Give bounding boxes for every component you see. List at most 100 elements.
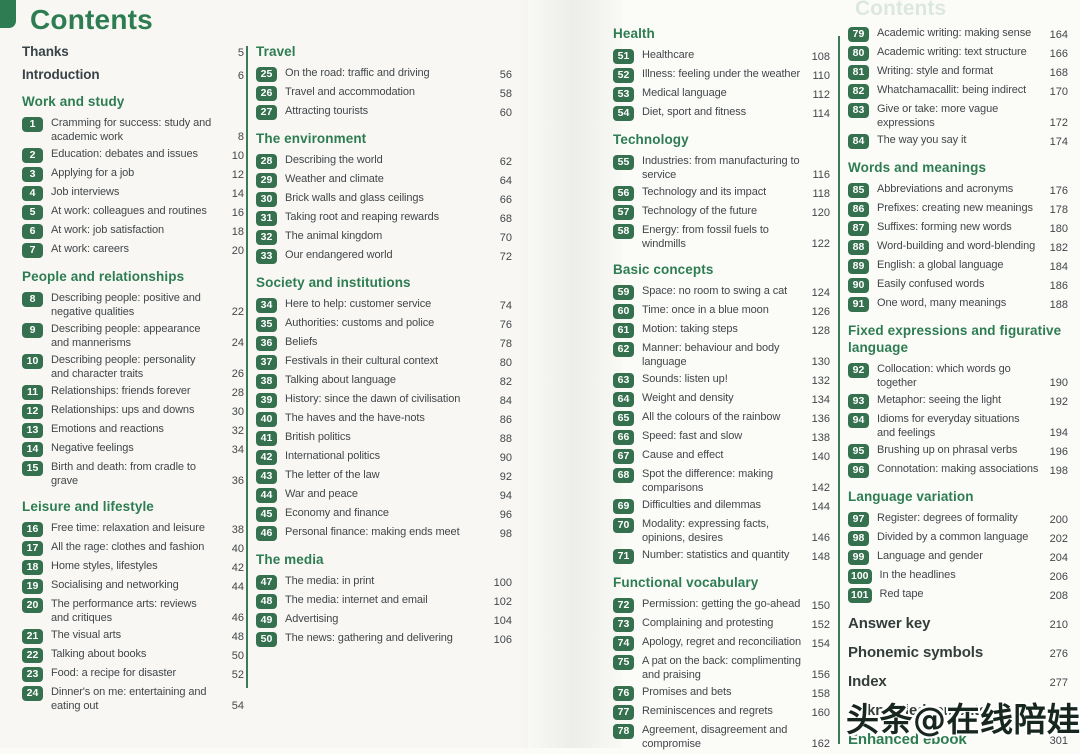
unit-number-badge: 93: [848, 393, 869, 409]
entry-title: Beliefs: [285, 335, 318, 348]
unit-number-badge: 44: [256, 487, 277, 503]
page-gutter-shadow: [518, 0, 622, 748]
unit-number-badge: 55: [613, 154, 634, 170]
unit-number-badge: 7: [22, 242, 43, 258]
page-number: 150: [811, 599, 830, 612]
page-number: 134: [811, 393, 830, 406]
page-number: 194: [1049, 426, 1068, 439]
entry-title: Reminiscences and regrets: [642, 704, 773, 717]
unit-number-badge: 81: [848, 65, 869, 80]
entry-title: Academic writing: text structure: [877, 46, 1027, 58]
unit-number-badge: 2: [22, 147, 43, 163]
entry-title: The performance arts: reviews and critiq…: [51, 597, 197, 624]
entry-title: Register: degrees of formality: [877, 511, 1018, 524]
page-number: 176: [1049, 184, 1068, 197]
page-number: 62: [499, 155, 512, 168]
page-number: 210: [1049, 618, 1068, 631]
entry-title: English: a global language: [877, 258, 1004, 271]
toc-entry-unit-45: 45 Economy and finance 96: [256, 506, 512, 522]
toc-entry-unit-80: 80 Academic writing: text structure 166: [848, 45, 1068, 61]
entry-title: Cramming for success: study and academic…: [51, 116, 212, 143]
toc-entry-unit-32: 32 The animal kingdom 70: [256, 229, 512, 245]
toc-entry-unit-96: 96 Connotation: making associations 198: [848, 462, 1068, 478]
unit-number-badge: 26: [256, 85, 277, 101]
toc-entry-unit-64: 64 Weight and density 134: [613, 391, 830, 407]
page-number: 10: [231, 149, 244, 162]
entry-title: Socialising and networking: [51, 578, 179, 591]
toc-entry-unit-88: 88 Word-building and word-blending 182: [848, 239, 1068, 255]
entry-title: Language and gender: [877, 549, 983, 562]
page-number: 114: [812, 107, 830, 120]
toc-entry-unit-23: 23 Food: a recipe for disaster 52: [22, 666, 244, 682]
toc-entry-unit-73: 73 Complaining and protesting 152: [613, 616, 830, 632]
toc-entry-unit-74: 74 Apology, regret and reconciliation 154: [613, 635, 830, 651]
unit-number-badge: 25: [256, 66, 277, 82]
entry-title: Industries: from manufacturing to servic…: [642, 154, 800, 181]
toc-entry-unit-98: 98 Divided by a common language 202: [848, 530, 1068, 546]
toc-entry-unit-65: 65 All the colours of the rainbow 136: [613, 410, 830, 426]
page-number: 174: [1049, 136, 1068, 148]
entry-title: Time: once in a blue moon: [642, 303, 769, 316]
toc-entry-unit-101: 101 Red tape 208: [848, 587, 1068, 603]
unit-number-badge: 90: [848, 277, 869, 293]
entry-title: The way you say it: [877, 134, 967, 146]
page-number: 72: [499, 250, 512, 263]
unit-number-badge: 85: [848, 182, 869, 198]
page-number: 56: [499, 68, 512, 81]
page-number: 5: [237, 47, 244, 59]
entry-title: All the rage: clothes and fashion: [51, 540, 205, 553]
entry-title: Advertising: [285, 612, 339, 625]
entry-title: Technology and its impact: [642, 185, 767, 198]
entry-title: At work: job satisfaction: [51, 223, 165, 236]
page-number: 44: [231, 580, 244, 593]
entry-title: Economy and finance: [285, 506, 389, 519]
toc-entry-unit-84: 84 The way you say it 174: [848, 133, 1068, 149]
toc-entry: Phonemic symbols 276: [848, 644, 1068, 661]
entry-title: Thanks: [22, 44, 69, 59]
entry-title: At work: careers: [51, 242, 129, 255]
page-number: 301: [1049, 734, 1068, 747]
entry-title: Taking root and reaping rewards: [285, 210, 440, 223]
entry-title: Brick walls and glass ceilings: [285, 191, 424, 204]
unit-number-badge: 73: [613, 616, 634, 632]
section-heading: Society and institutions: [256, 274, 411, 290]
unit-number-badge: 39: [256, 392, 277, 408]
page-number: 106: [493, 633, 512, 646]
page-number: 170: [1049, 86, 1068, 98]
toc-entry: Thanks 5: [22, 44, 244, 60]
toc-entry-unit-34: 34 Here to help: customer service 74: [256, 297, 512, 313]
page-number: 84: [499, 394, 512, 407]
page-number: 166: [1049, 48, 1068, 60]
page-number: 128: [811, 324, 830, 337]
section-heading: Work and study: [22, 94, 125, 109]
page-number: 88: [499, 432, 512, 445]
page-number: 46: [231, 611, 244, 624]
toc-entry-unit-72: 72 Permission: getting the go-ahead 150: [613, 597, 830, 613]
section-heading: The environment: [256, 130, 367, 146]
page-title: Contents: [30, 4, 153, 35]
toc-column-4: 79 Academic writing: making sense 164 80 Aca…: [848, 26, 1068, 748]
entry-title: Difficulties and dilemmas: [642, 498, 761, 511]
page-number: 60: [499, 106, 512, 119]
page-number: 28: [231, 386, 244, 399]
toc-entry-unit-44: 44 War and peace 94: [256, 487, 512, 503]
unit-number-badge: 49: [256, 612, 277, 628]
page-number: 76: [499, 318, 512, 331]
page-number: 190: [1049, 376, 1068, 389]
unit-number-badge: 68: [613, 467, 634, 483]
entry-title: Describing people: personality and chara…: [51, 353, 196, 380]
entry-title: Describing the world: [285, 153, 383, 166]
entry-title: Red tape: [879, 587, 924, 600]
unit-number-badge: 66: [613, 429, 634, 445]
unit-number-badge: 14: [22, 441, 43, 457]
section-heading: Functional vocabulary: [613, 574, 759, 590]
unit-number-badge: 65: [613, 410, 634, 426]
toc-entry-unit-55: 55 Industries: from manufacturing to serv…: [613, 154, 830, 182]
unit-number-badge: 8: [22, 291, 43, 307]
page-number: 96: [499, 508, 512, 521]
page-number: 80: [499, 356, 512, 369]
unit-number-badge: 38: [256, 373, 277, 389]
page-number: 277: [1049, 676, 1068, 689]
entry-title: Attracting tourists: [285, 104, 369, 117]
unit-number-badge: 40: [256, 411, 277, 427]
